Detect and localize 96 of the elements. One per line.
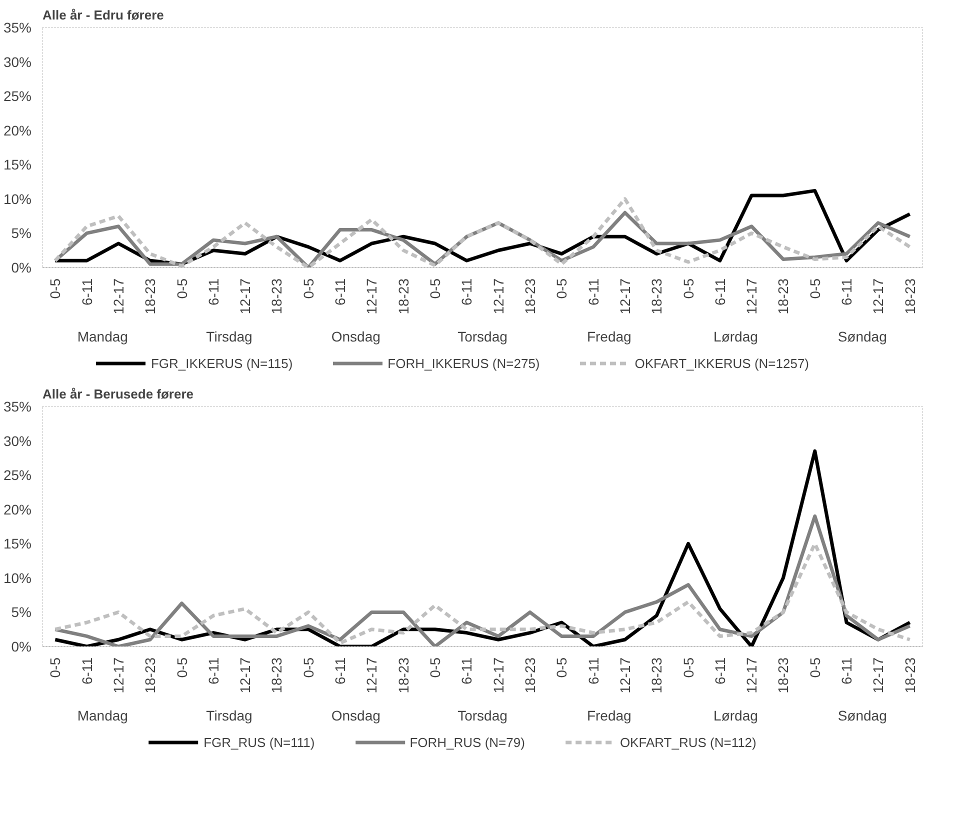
text: Tirsdag (206, 708, 252, 724)
x-tick-label: 12-17 (744, 278, 760, 314)
x-tick-label: 12-17 (364, 657, 380, 694)
text: Søndag (838, 708, 887, 724)
legend-label: FGR_IKKERUS (N=115) (150, 356, 293, 370)
x-tick-label: 12-17 (870, 278, 886, 314)
x-tick-label: 12-17 (744, 657, 760, 694)
x-tick-label: 6-11 (712, 278, 728, 306)
x-tick-label: 6-11 (712, 657, 728, 684)
legend-label: FORH_RUS (N=79) (410, 734, 525, 750)
y-tick-label: 25% (3, 88, 32, 104)
x-tick-label: 18-23 (522, 278, 538, 314)
text: Fredag (586, 708, 632, 724)
x-tick-label: 0-5 (47, 657, 64, 678)
x-tick-label: 18-23 (902, 278, 918, 314)
line-series (53, 514, 912, 646)
x-tick-label: 12-17 (490, 657, 506, 694)
y-tick-label: 15% (3, 156, 32, 173)
x-tick-label: 18-23 (775, 278, 792, 314)
y-tick-label: 0% (11, 260, 32, 276)
y-tick-label: 30% (3, 54, 32, 70)
x-tick-label: 18-23 (395, 278, 412, 314)
x-tick-label: 12-17 (110, 278, 126, 314)
x-tick-label: 0-5 (427, 657, 444, 678)
text: Onsdag (331, 328, 380, 344)
x-tick-label: 18-23 (268, 278, 285, 314)
x-tick-label: 6-11 (78, 278, 95, 306)
x-tick-label: 12-17 (616, 657, 633, 694)
y-tick-label: 20% (3, 122, 32, 138)
text: Torsdag (458, 708, 508, 724)
x-tick-label: 12-17 (110, 657, 126, 694)
x-tick-label: 0-5 (680, 278, 696, 299)
x-tick-label: 6-11 (332, 278, 348, 306)
line-series (53, 542, 912, 645)
x-tick-label: 6-11 (585, 278, 602, 306)
x-tick-label: 6-11 (838, 278, 855, 306)
chart-title: Alle år - Berusede førere (42, 386, 194, 402)
x-tick-label: 6-11 (458, 657, 475, 684)
legend-label: FGR_RUS (N=111) (204, 734, 315, 750)
x-tick-label: 12-17 (237, 657, 254, 694)
y-tick-label: 35% (3, 398, 32, 414)
x-tick-label: 12-17 (490, 278, 506, 314)
x-tick-label: 0-5 (174, 657, 190, 678)
text: Mandag (77, 708, 128, 724)
y-tick-label: 10% (3, 190, 32, 207)
text: Onsdag (331, 708, 380, 724)
y-tick-label: 5% (11, 225, 32, 242)
y-tick-label: 0% (11, 638, 32, 654)
x-tick-label: 12-17 (237, 278, 254, 314)
x-tick-label: 0-5 (300, 278, 316, 299)
y-tick-label: 25% (3, 467, 32, 484)
x-tick-label: 6-11 (205, 657, 222, 684)
x-tick-label: 0-5 (300, 657, 316, 678)
text: Fredag (586, 328, 632, 344)
x-tick-label: 0-5 (680, 657, 696, 678)
x-tick-label: 0-5 (174, 278, 190, 299)
text: Lørdag (714, 328, 758, 344)
x-tick-label: 0-5 (806, 278, 823, 299)
text: Tirsdag (206, 328, 252, 344)
y-tick-label: 35% (3, 20, 32, 36)
y-tick-label: 10% (3, 570, 32, 586)
y-tick-label: 15% (3, 536, 32, 552)
x-tick-label: 18-23 (648, 278, 665, 314)
x-tick-label: 0-5 (554, 657, 570, 678)
x-tick-label: 6-11 (458, 278, 475, 306)
x-tick-label: 18-23 (902, 657, 918, 694)
x-tick-label: 6-11 (205, 278, 222, 306)
x-tick-label: 6-11 (78, 657, 95, 684)
x-tick-label: 12-17 (616, 278, 633, 314)
chart-title: Alle år - Edru førere (42, 8, 164, 22)
x-tick-label: 0-5 (47, 278, 64, 299)
y-tick-label: 20% (3, 501, 32, 518)
x-tick-label: 0-5 (554, 278, 570, 299)
x-tick-label: 12-17 (870, 657, 886, 694)
x-tick-label: 0-5 (806, 657, 823, 678)
x-tick-label: 18-23 (142, 657, 158, 694)
x-tick-label: 0-5 (427, 278, 444, 299)
legend-label: OKFART_RUS (N=112) (620, 734, 756, 750)
legend-label: FORH_IKKERUS (N=275) (388, 356, 540, 370)
x-tick-label: 18-23 (268, 657, 285, 694)
x-tick-label: 18-23 (648, 657, 665, 694)
x-tick-label: 6-11 (585, 657, 602, 684)
x-tick-label: 18-23 (395, 657, 412, 694)
text: Mandag (77, 328, 128, 344)
text: Lørdag (714, 708, 758, 724)
x-tick-label: 18-23 (775, 657, 792, 694)
x-tick-label: 6-11 (838, 657, 855, 684)
y-tick-label: 5% (11, 604, 32, 620)
text: Torsdag (458, 328, 508, 344)
text: Søndag (838, 328, 887, 344)
x-tick-label: 12-17 (364, 278, 380, 314)
x-tick-label: 6-11 (332, 657, 348, 684)
x-tick-label: 18-23 (522, 657, 538, 694)
y-tick-label: 30% (3, 432, 32, 449)
legend-label: OKFART_IKKERUS (N=1257) (634, 356, 810, 370)
x-tick-label: 18-23 (142, 278, 158, 314)
